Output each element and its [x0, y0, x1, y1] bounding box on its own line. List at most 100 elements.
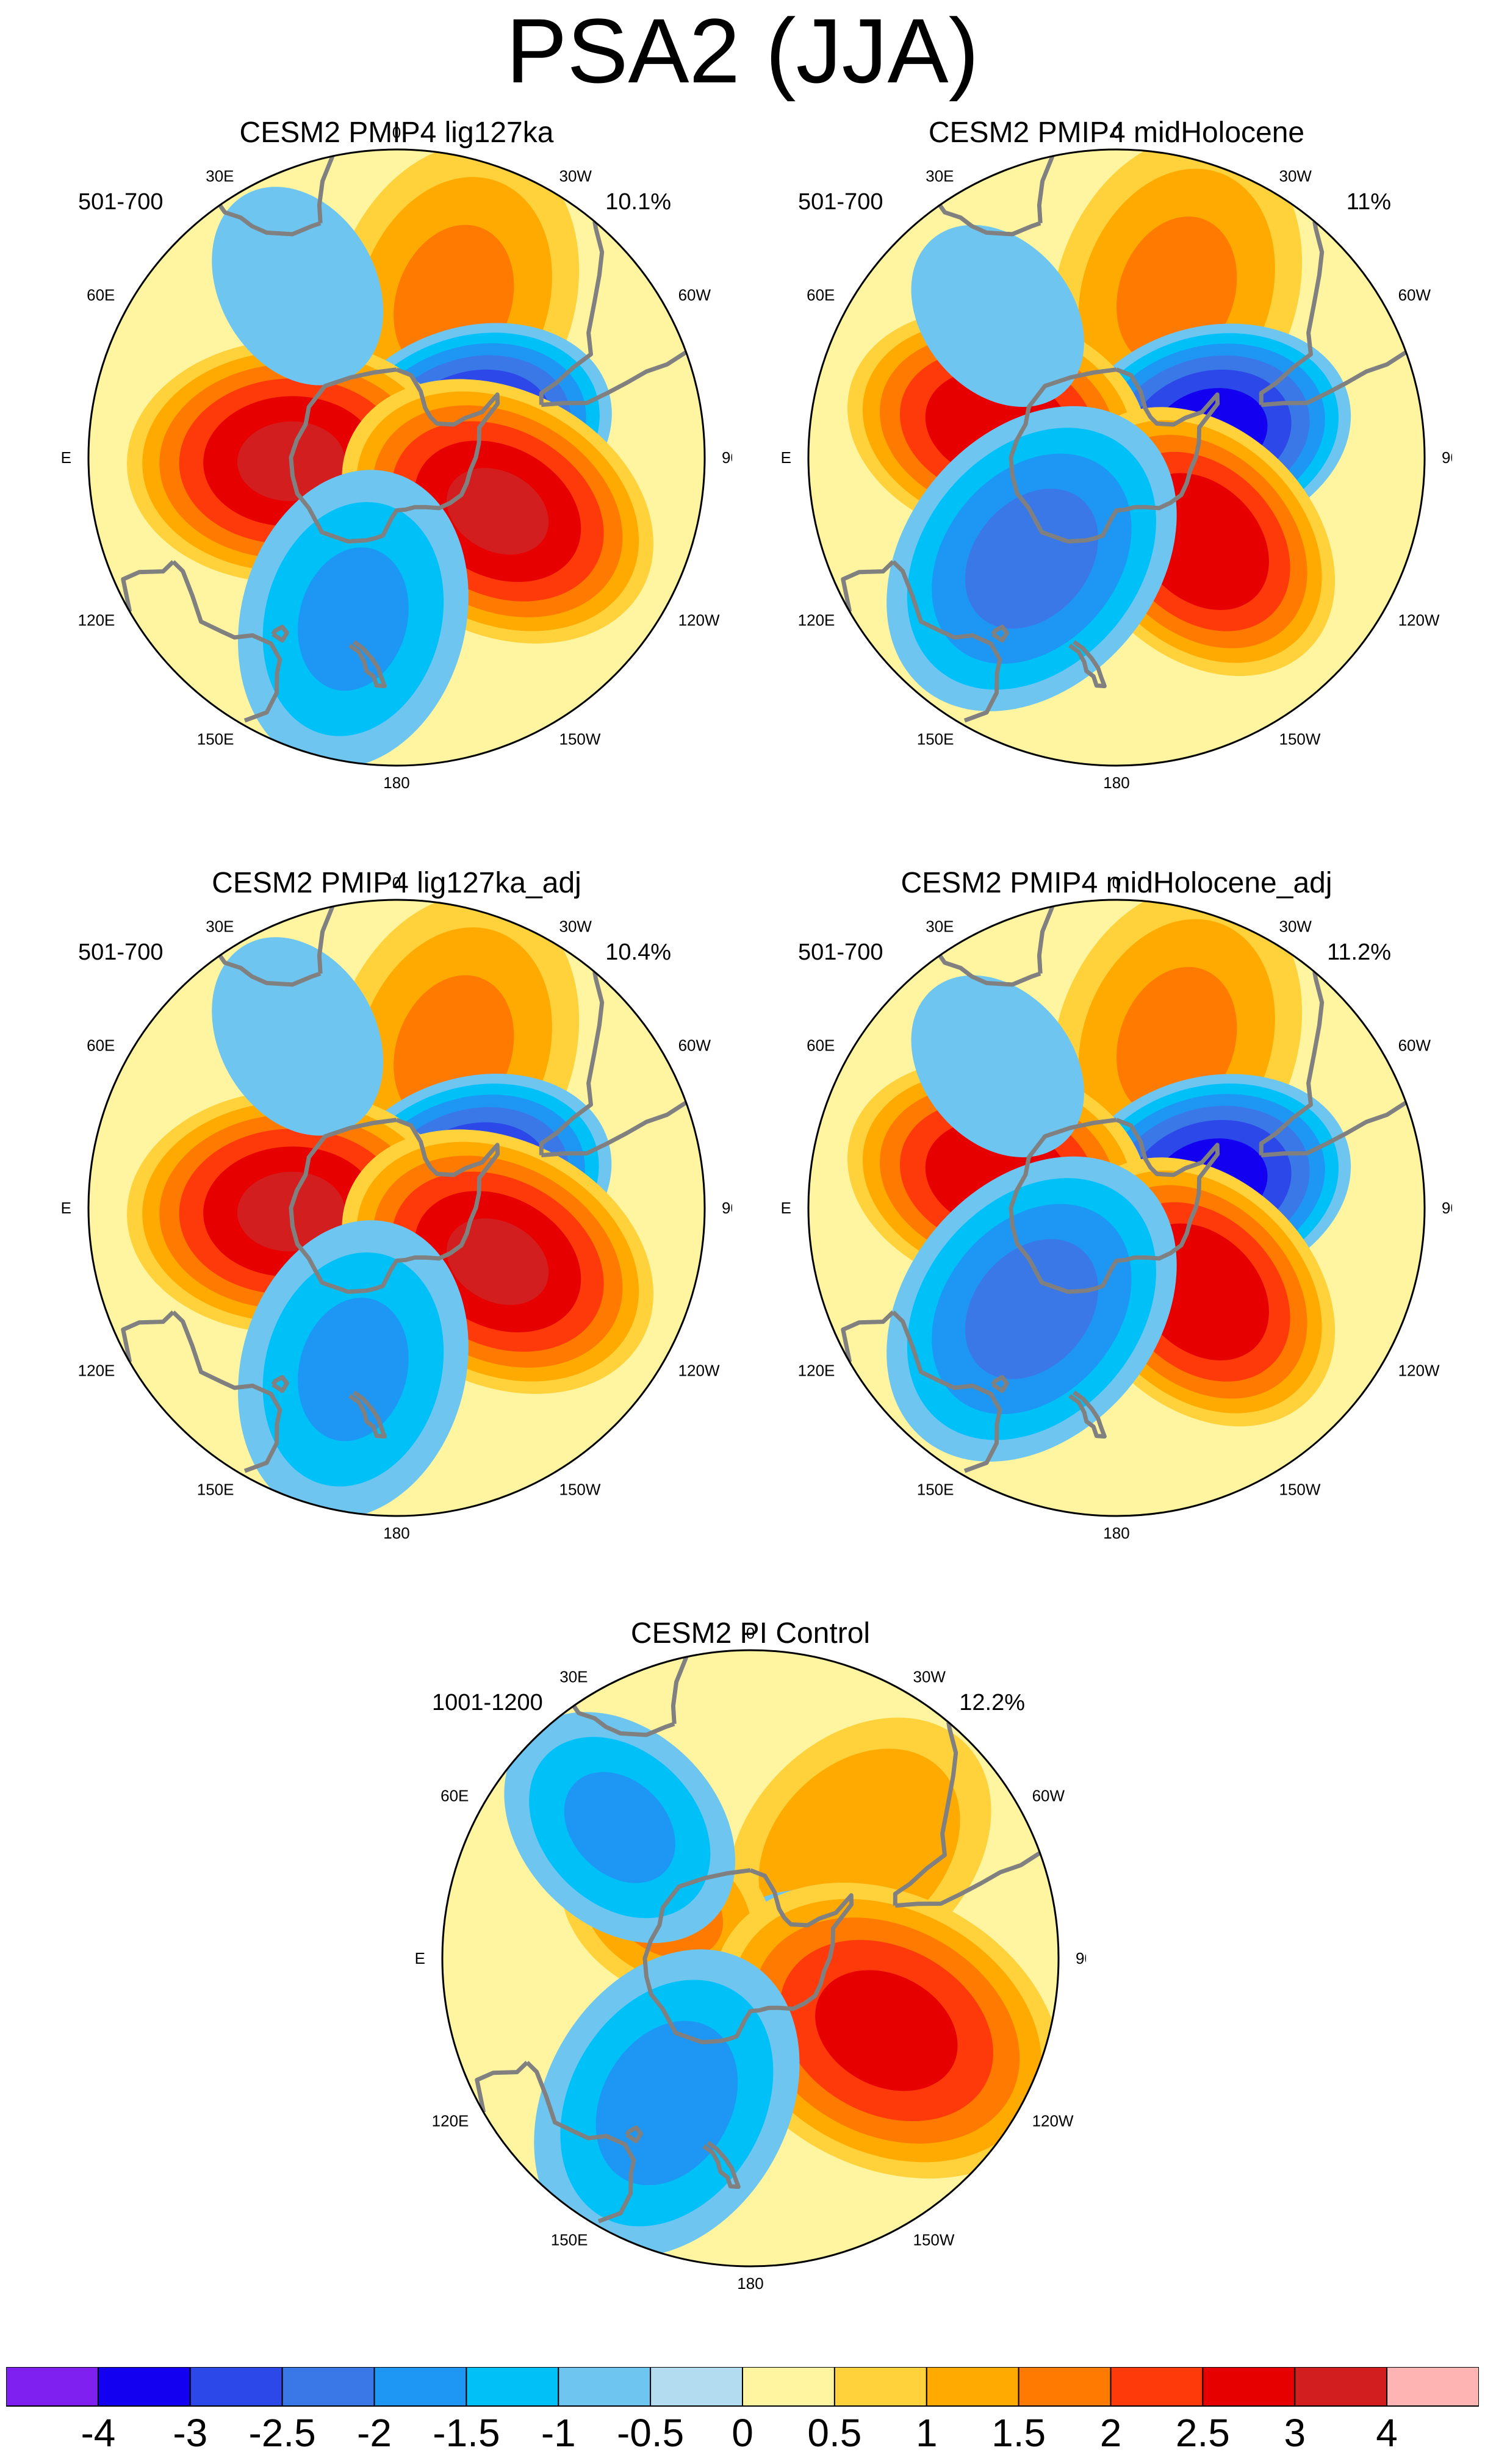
panel-title: CESM2 PMIP4 midHolocene_adj: [901, 867, 1332, 899]
map-border: [87, 148, 706, 767]
longitude-label: 90E: [61, 1199, 71, 1217]
coastlines: [841, 905, 1408, 1473]
map-border: [807, 899, 1426, 1517]
longitude-label: 60E: [807, 286, 835, 304]
longitude-label: 30W: [1279, 167, 1312, 185]
colorbar-swatch: [1018, 2367, 1112, 2407]
colorbar-swatch: [6, 2367, 99, 2407]
longitude-label: 60W: [1398, 286, 1431, 304]
map-panel-midholocene: CESM2 PMIP4 midHolocene 501-700 11% 0 30E…: [781, 116, 1452, 842]
longitude-label: 150E: [197, 1481, 234, 1499]
antarctica-coastline: [642, 1868, 854, 2044]
coastline: [1037, 905, 1055, 974]
colorbar-label: 2: [1100, 2411, 1122, 2452]
panel-percent: 11%: [1346, 189, 1391, 215]
coastline: [1037, 155, 1055, 224]
colorbar-swatch: [926, 2367, 1019, 2407]
longitude-label: 120E: [432, 2112, 469, 2130]
longitude-label: 30W: [559, 917, 592, 935]
colorbar-swatch: [1202, 2367, 1296, 2407]
colorbar-label: -4: [81, 2411, 115, 2452]
coastlines: [121, 905, 688, 1473]
panel-percent: 10.4%: [605, 939, 671, 965]
longitude-label: 120E: [78, 611, 115, 630]
antarctica-coastline: [1009, 367, 1220, 544]
longitude-label: 180: [1103, 774, 1129, 792]
contour-band: [965, 489, 1098, 629]
longitude-label: 90E: [61, 448, 71, 467]
coastline: [317, 905, 335, 974]
longitude-label: 30E: [559, 1667, 588, 1686]
map-border: [441, 1649, 1060, 2268]
coastline: [121, 560, 175, 612]
longitude-label: 90W: [722, 448, 732, 467]
longitude-label: 150E: [551, 2231, 588, 2249]
colorbar-swatch: [466, 2367, 559, 2407]
colorbar-label: -2.5: [248, 2411, 315, 2452]
coastline: [1261, 1101, 1408, 1158]
map-panel-lig127ka: CESM2 PMIP4 lig127ka 501-700 10.1% 0 30E 6…: [61, 116, 732, 842]
map-border: [807, 148, 1426, 767]
coastline: [841, 560, 895, 612]
coastline: [317, 155, 335, 224]
longitude-label: 60E: [807, 1036, 835, 1055]
colorbar-swatch: [742, 2367, 835, 2407]
longitude-label: 90W: [1442, 1199, 1452, 1217]
coastline: [348, 1390, 387, 1439]
panel-percent: 12.2%: [959, 1690, 1025, 1715]
coastline: [572, 1704, 675, 1737]
longitude-label: 120W: [678, 1362, 720, 1380]
map-panel-lig127ka-adj: CESM2 PMIP4 lig127ka_adj 501-700 10.4% 0…: [61, 866, 732, 1592]
panel-title: CESM2 PMIP4 midHolocene: [928, 117, 1305, 149]
coastlines: [841, 155, 1408, 723]
coastline: [348, 640, 387, 689]
figure-title: PSA2 (JJA): [506, 0, 979, 102]
panel-title: CESM2 PMIP4 lig127ka_adj: [212, 867, 581, 899]
longitude-label: 60E: [87, 286, 115, 304]
polar-map: 0 30E 60E 90E 120E 150E 180 150W 120W 90W 60W 30W: [781, 123, 1452, 792]
coastline: [539, 221, 605, 405]
coastline: [218, 954, 322, 987]
colorbar: -4 -3 -2.5 -2 -1.5 -1 -0.5 0 0.5 1 1.5 2 2.5 3 4: [6, 2367, 1479, 2452]
coastline: [841, 1310, 895, 1363]
longitude-label: 60E: [87, 1036, 115, 1055]
contour-band: [564, 1772, 675, 1883]
longitude-label: 60W: [678, 1036, 711, 1055]
colorbar-swatch: [373, 2367, 467, 2407]
tasmania-coastline: [271, 625, 289, 643]
longitude-label: 90E: [415, 1949, 425, 1967]
panel-period: 501-700: [78, 189, 164, 215]
longitude-label: 120W: [1398, 1362, 1440, 1380]
antarctica-coastline: [289, 1118, 500, 1294]
coastline: [475, 2061, 529, 2113]
antarctica-coastline: [289, 367, 500, 544]
coastline: [1259, 221, 1325, 405]
longitude-label: 150E: [917, 1481, 954, 1499]
longitude-label: 90W: [722, 1199, 732, 1217]
colorbar-label: 3: [1284, 2411, 1306, 2452]
panel-title: CESM2 PI Control: [630, 1617, 871, 1650]
contour-field: [88, 149, 705, 766]
longitude-label: 0: [746, 1624, 755, 1642]
contour-band: [212, 937, 384, 1136]
colorbar-label: 1.5: [991, 2411, 1046, 2452]
contour-band: [447, 1218, 549, 1306]
longitude-label: 150E: [197, 730, 234, 749]
panel-period: 501-700: [798, 939, 883, 965]
colorbar-label: 0.5: [807, 2411, 861, 2452]
polar-map: 0 30E 60E 90E 120E 150E 180 150W 120W 90W 60W 30W: [415, 1624, 1086, 2293]
coastline: [893, 1722, 958, 1906]
colorbar-swatch: [97, 2367, 191, 2407]
colorbar-label: 1: [916, 2411, 938, 2452]
colorbar-swatch: [558, 2367, 652, 2407]
longitude-label: 90E: [781, 1199, 791, 1217]
longitude-label: 150W: [913, 2231, 955, 2249]
polar-map: 0 30E 60E 90E 120E 150E 180 150W 120W 90W 60W 30W: [781, 874, 1452, 1542]
coastline: [938, 204, 1041, 237]
map-panel-pi-control: CESM2 PI Control 1001-1200 12.2% 0 30E 60E…: [415, 1617, 1086, 2343]
longitude-label: 150W: [559, 730, 601, 749]
panel-percent: 11.2%: [1327, 939, 1391, 965]
contour-band: [965, 1239, 1098, 1379]
coastlines: [121, 155, 688, 723]
colorbar-label: 4: [1376, 2411, 1398, 2452]
